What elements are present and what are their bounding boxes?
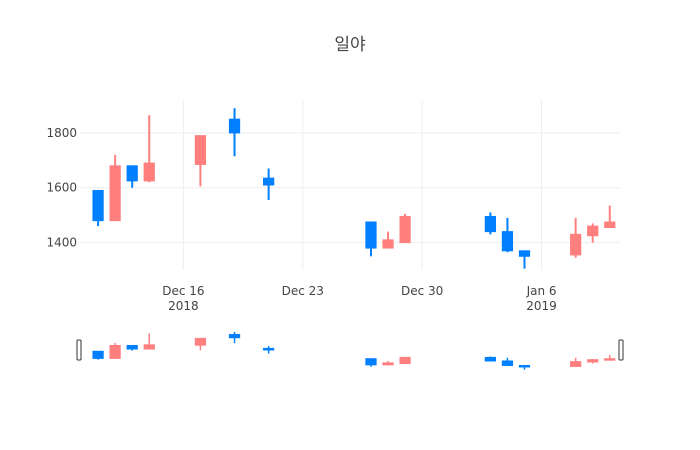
candle-body [604, 358, 616, 361]
candle-body [484, 356, 496, 362]
slider-candle [263, 346, 275, 354]
candle [228, 108, 241, 157]
slider-candle [518, 364, 531, 370]
candle-body [143, 162, 155, 182]
candle-body [194, 337, 207, 346]
candle-body [365, 358, 377, 366]
slider-candle [604, 354, 616, 361]
candle-body [228, 118, 241, 134]
slider-candle [126, 344, 138, 351]
candle-body [587, 359, 599, 363]
x-tick-label: Dec 30 [401, 284, 443, 298]
candle-body [92, 350, 104, 359]
slider-candle [109, 342, 121, 359]
candle [518, 250, 531, 269]
candle [365, 221, 377, 257]
range-slider-left-handle[interactable] [76, 339, 82, 361]
candle-body [194, 135, 207, 165]
slider-candle [399, 356, 411, 365]
slider-candle [194, 337, 207, 351]
slider-candle [484, 356, 496, 362]
candle-body [399, 216, 411, 244]
candle-body [263, 177, 275, 186]
candle-body [263, 347, 275, 351]
y-tick-label: 1800 [46, 126, 77, 140]
x-tick-label: Jan 6 [526, 284, 557, 298]
candle-body [399, 356, 411, 365]
y-axis: 1400 1600 1800 [46, 126, 77, 250]
candle [484, 212, 496, 235]
candle [143, 115, 155, 183]
candle [587, 223, 599, 243]
slider-candle [501, 357, 514, 366]
candle-body [126, 344, 138, 350]
slider-candle [228, 331, 241, 344]
candle-body [570, 361, 582, 367]
candle-body [109, 165, 121, 222]
candle-body [126, 165, 138, 182]
candle-body [365, 221, 377, 249]
slider-candle [587, 359, 599, 364]
candle [604, 205, 616, 228]
candle-body [518, 364, 531, 368]
y-tick-label: 1600 [46, 181, 77, 195]
candle [570, 217, 582, 258]
candle [399, 213, 411, 244]
candle-body [143, 344, 155, 350]
candle [92, 189, 104, 227]
candle-body [570, 233, 582, 256]
candle [109, 154, 121, 222]
candle-body [484, 216, 496, 233]
candle-body [382, 362, 394, 366]
x-tick-year-label: 2019 [526, 299, 557, 313]
slider-candle [382, 360, 394, 366]
slider-candle [143, 333, 155, 350]
candle-body [92, 189, 104, 222]
candle-body [587, 225, 599, 237]
candle [263, 168, 275, 201]
y-tick-label: 1400 [46, 236, 77, 250]
candle-body [518, 250, 531, 257]
candle [501, 217, 514, 253]
range-slider-right-handle[interactable] [618, 339, 624, 361]
candle-body [382, 239, 394, 249]
range-slider[interactable] [76, 331, 624, 370]
x-tick-label: Dec 16 [162, 284, 204, 298]
x-tick-year-label: 2018 [168, 299, 199, 313]
slider-candle [365, 358, 377, 367]
candle-body [109, 344, 121, 359]
slider-candle [570, 357, 582, 368]
slider-candle [92, 350, 104, 360]
candle-body [604, 221, 616, 228]
candle-layer [92, 108, 616, 269]
candle-body [501, 231, 514, 252]
x-tick-label: Dec 23 [282, 284, 324, 298]
grid-layer [80, 100, 620, 270]
candle-body [501, 360, 514, 366]
chart-title: 일야 [334, 35, 366, 55]
candle [194, 135, 207, 187]
candle [126, 165, 138, 188]
candle [382, 231, 394, 249]
candle-body [228, 334, 241, 339]
